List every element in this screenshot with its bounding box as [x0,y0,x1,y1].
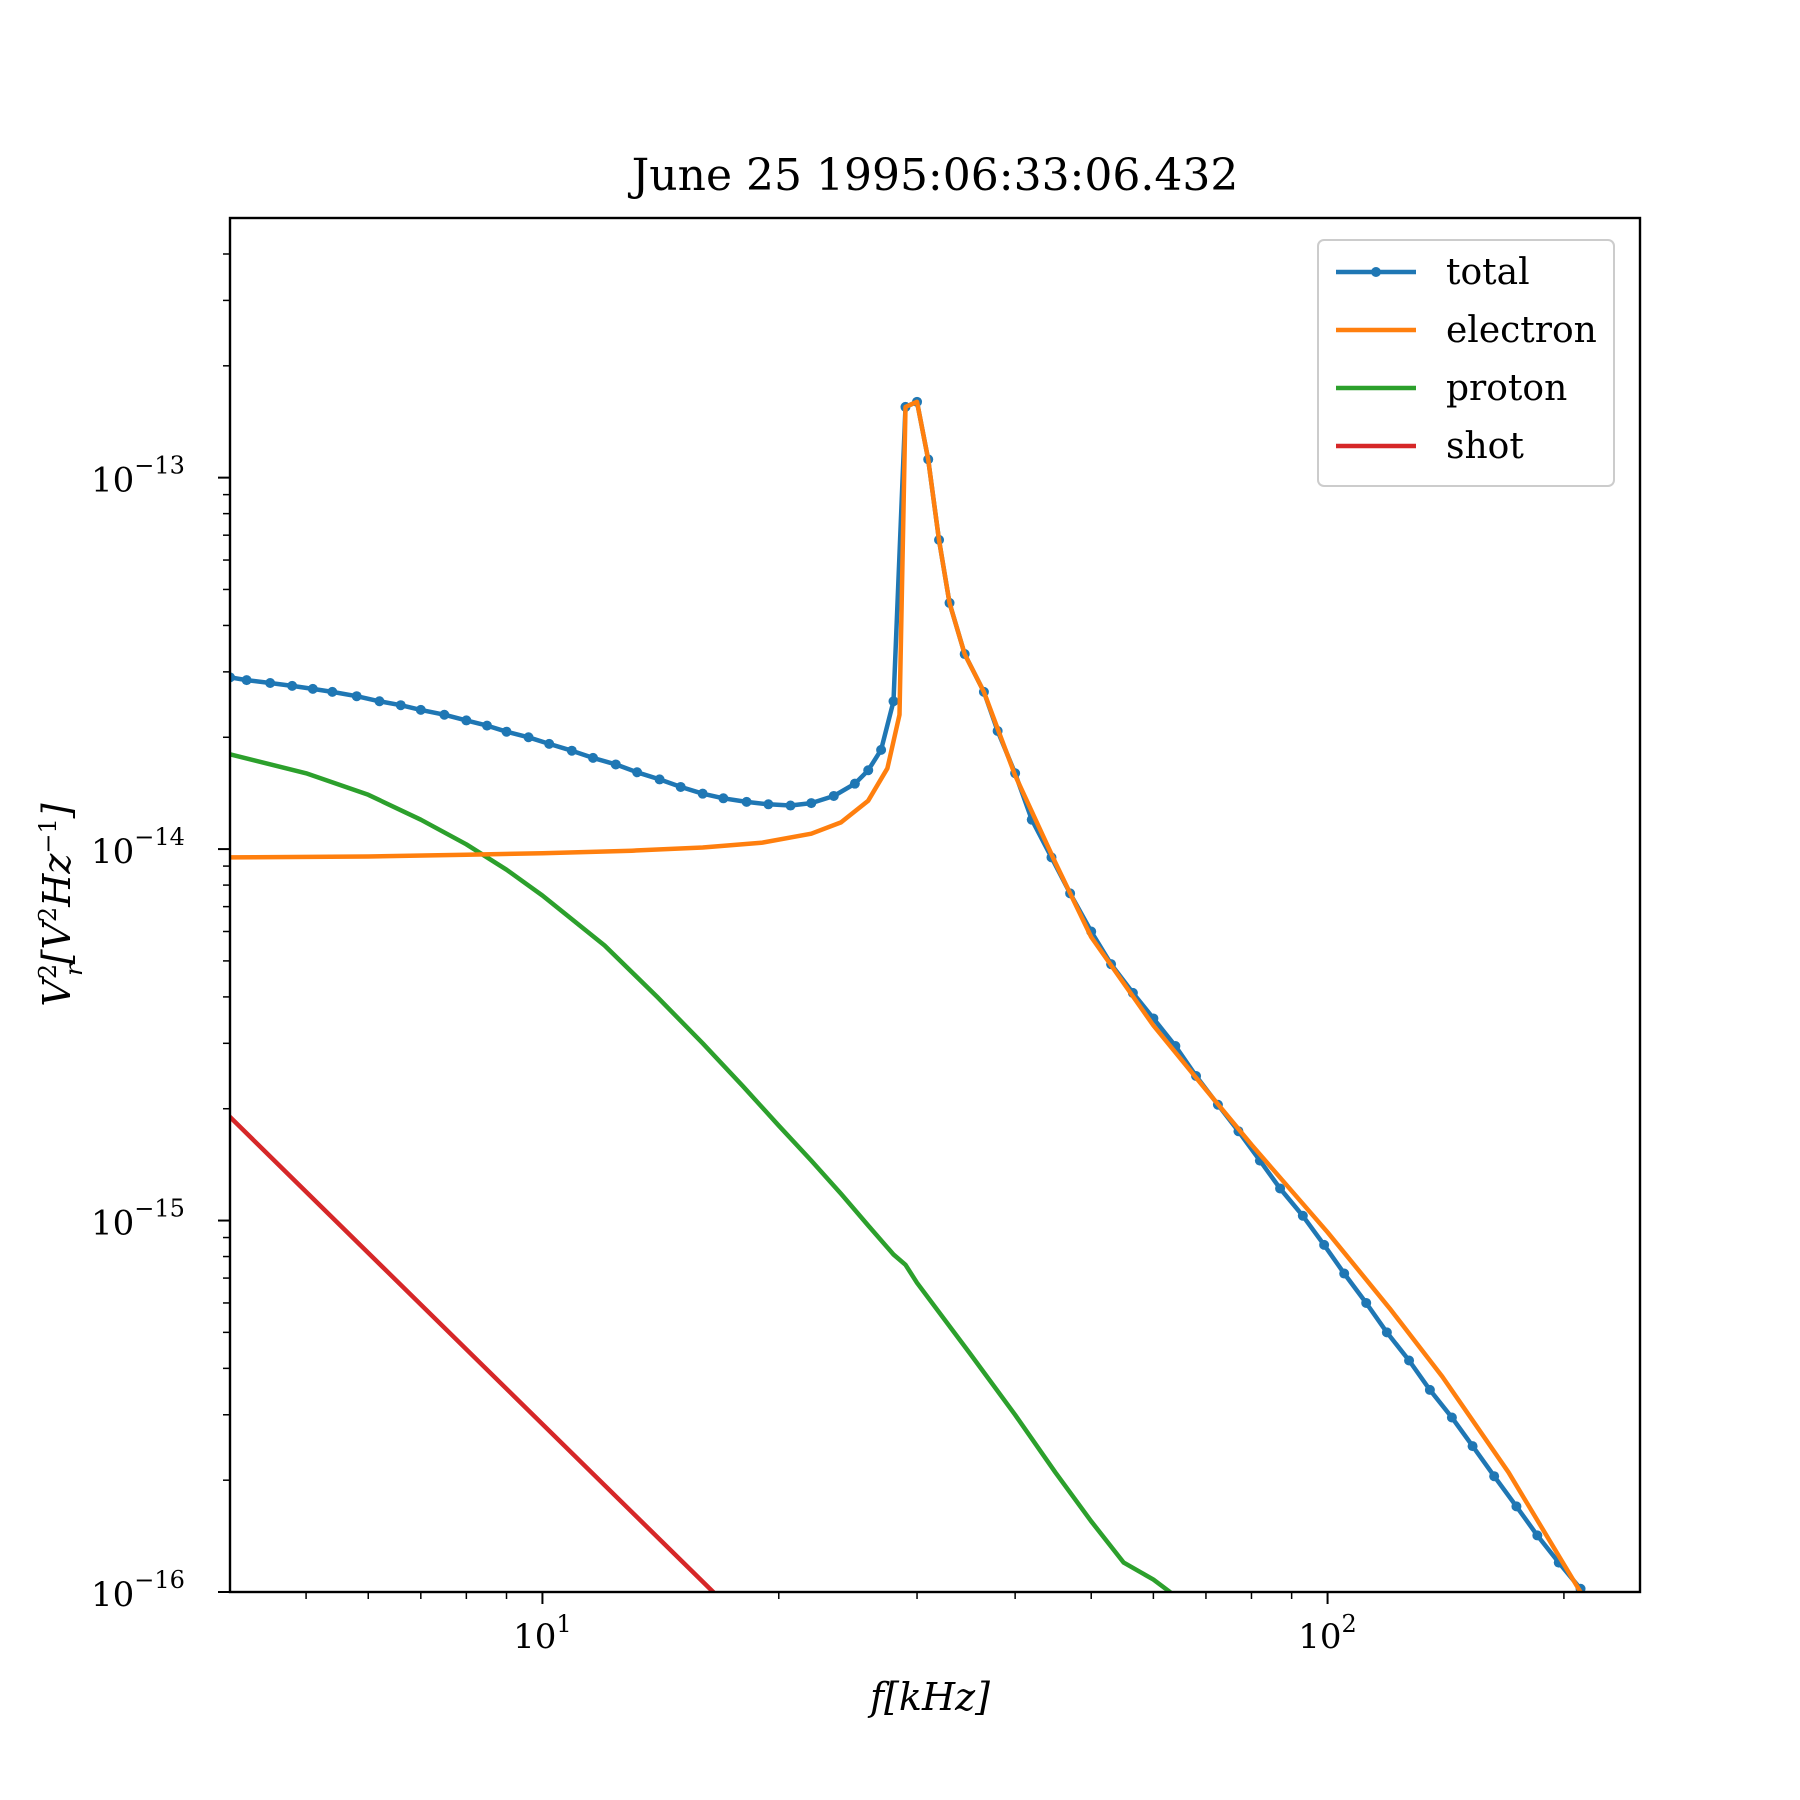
data-point-total [1424,1384,1435,1395]
legend-label-shot: shot [1446,426,1524,467]
data-point-total [863,765,874,776]
data-point-total [806,798,817,809]
data-point-total [307,683,318,694]
data-point-total [1404,1355,1415,1366]
series-layer [230,396,1586,1592]
legend: total electron proton shot [1317,239,1615,487]
data-point-total [1511,1501,1522,1512]
data-point-total [1489,1471,1500,1482]
data-point-total [1275,1183,1286,1194]
y-tick-label: 10−14 [91,823,185,872]
legend-label-electron: electron [1446,310,1597,351]
x-tick-label: 102 [1298,1610,1357,1657]
data-point-total [461,715,472,726]
plot-frame [228,216,1642,1594]
data-point-total [828,790,839,801]
data-point-total [1532,1530,1543,1541]
data-point-total [1381,1327,1392,1338]
y-tick-label: 10−15 [91,1195,185,1244]
legend-label-total: total [1446,252,1530,293]
data-point-total [697,788,708,799]
y-tick-label: 10−16 [91,1566,185,1615]
data-point-total [588,752,599,763]
y-tick-label: 10−13 [91,452,185,501]
y-axis-label: V2r[V2Hz−1] [34,803,88,1006]
data-point-total [415,704,426,715]
data-point-total [523,732,534,743]
data-point-total [265,677,276,688]
legend-box [1317,239,1615,487]
data-point-total [351,691,362,702]
data-point-total [439,709,450,720]
data-point-total [763,799,774,810]
data-point-total [1297,1210,1308,1221]
data-point-total [718,793,729,804]
series-line-total [230,399,1583,1592]
data-point-total [501,726,512,737]
data-point-total [876,744,887,755]
data-point-total [1361,1297,1372,1308]
series-line-proton [230,752,1173,1592]
data-point-total [395,700,406,711]
data-point-total [610,759,621,770]
series-line-shot [230,1114,716,1592]
data-point-total [544,738,555,749]
data-point-total [482,720,493,731]
series-line-electron [230,399,1583,1592]
x-tick-label: 101 [513,1610,572,1657]
legend-label-proton: proton [1446,368,1567,409]
data-point-total [1446,1412,1457,1423]
data-point-total [1339,1268,1350,1279]
data-point-total [1319,1239,1330,1250]
data-point-total [654,774,665,785]
chart-title: June 25 1995:06:33:06.432 [628,150,1239,201]
x-axis-label: f[kHz] [867,1675,990,1719]
data-point-total [374,696,385,707]
data-point-total [327,686,338,697]
data-point-total [287,680,298,691]
data-point-total [849,778,860,789]
data-point-total [230,672,235,683]
data-point-total [632,767,643,778]
data-point-total [785,800,796,811]
data-point-total [566,745,577,756]
data-point-total [741,796,752,807]
data-point-total [1467,1441,1478,1452]
data-point-total [241,675,252,686]
data-point-total [888,696,899,707]
ticks-layer: 101 102 10−16 10−15 10−14 10−13 [91,253,1565,1657]
data-point-total [675,781,686,792]
legend-marker-total [1371,267,1381,277]
